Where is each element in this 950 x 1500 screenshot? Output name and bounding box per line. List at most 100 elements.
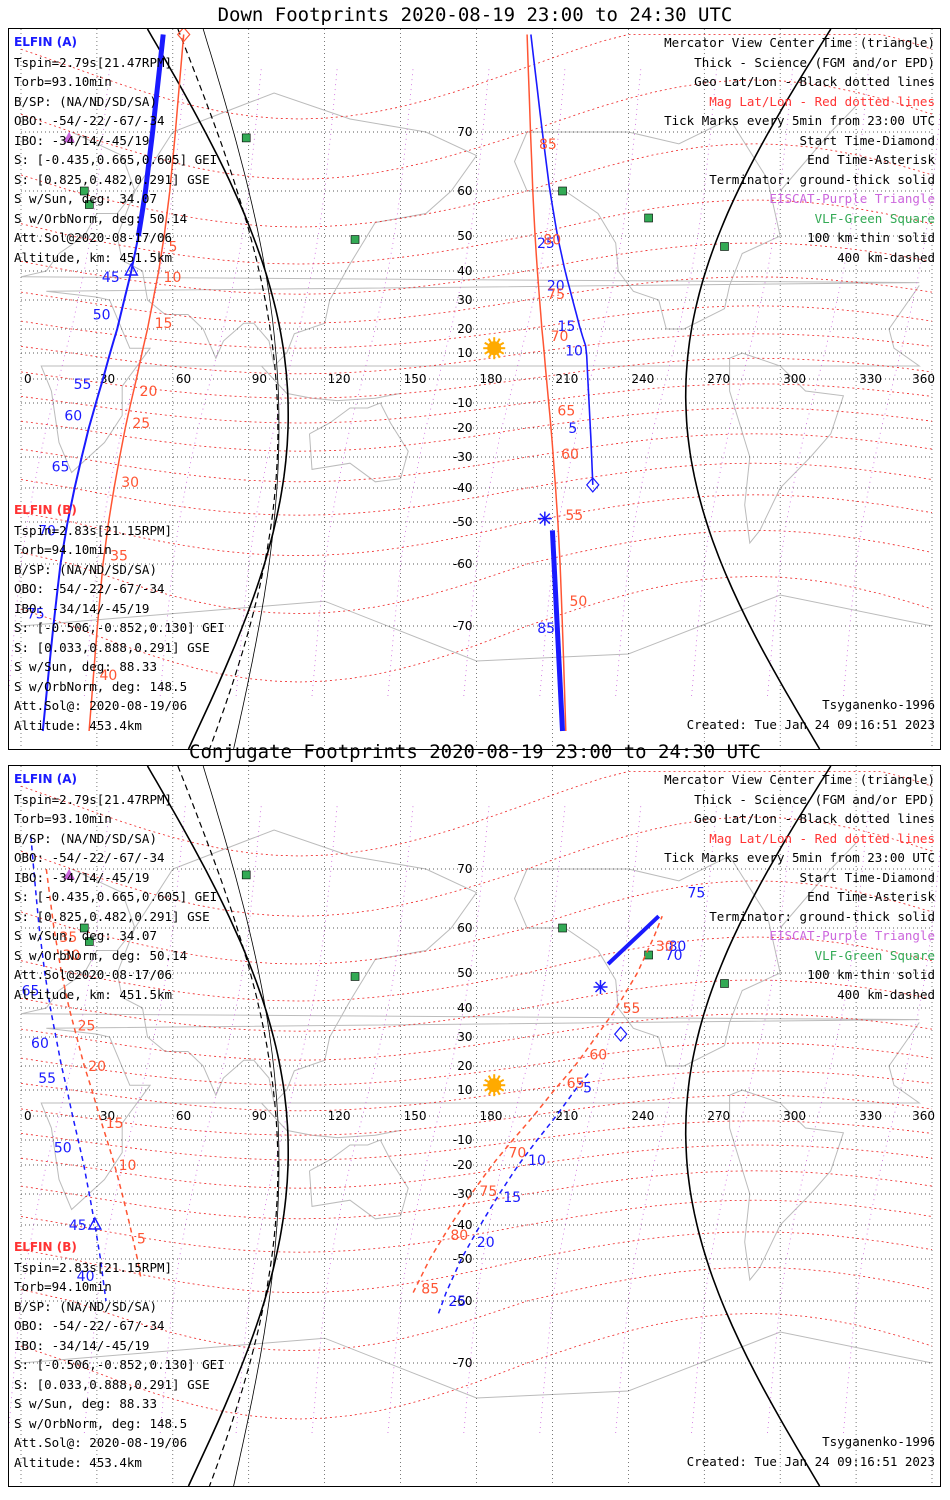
elfin-b-track xyxy=(88,34,185,732)
info-line: Geo Lat/Lon - Black dotted lines xyxy=(694,811,935,826)
info-line: Tspin=2.79s[21.47RPM] xyxy=(14,791,173,807)
info-line: Torb=94.10min xyxy=(14,542,112,557)
elfin-a-tick-label: 70 xyxy=(665,948,683,964)
elfin-b-tick-label: 10 xyxy=(164,270,182,286)
info-line: Att.Sol@: 2020-08-19/06 xyxy=(14,698,188,713)
info-line: S w/OrbNorm, deg: 148.5 xyxy=(14,678,188,694)
mag-lon-line xyxy=(311,66,414,697)
vlf-station-marker xyxy=(720,242,729,251)
info-line: S w/Sun, deg: 88.33 xyxy=(14,659,157,674)
mag-lon-line xyxy=(235,66,338,697)
mag-lon-line xyxy=(9,66,110,693)
info-line: Torb=93.10min xyxy=(14,74,112,89)
mag-lat-line xyxy=(20,771,933,857)
end-asterisk-icon xyxy=(537,511,552,526)
elfin-b-track-east xyxy=(526,34,567,732)
elfin-b-tick-label: 35 xyxy=(59,930,77,946)
lat-tick-label: -40 xyxy=(453,481,473,495)
elfin-a-tick-label: 10 xyxy=(528,1153,546,1169)
elfin-a-tick-label: 75 xyxy=(687,886,705,902)
elfin-b-tick-label: 75 xyxy=(547,287,565,303)
lon-tick-label: 210 xyxy=(555,1109,578,1123)
terminator-line xyxy=(684,766,832,1486)
terminator-line xyxy=(684,29,832,749)
coastline xyxy=(261,1102,401,1139)
elfin-a-science-segment xyxy=(549,530,565,732)
lon-tick-label: 120 xyxy=(328,372,351,386)
lat-tick-label: 50 xyxy=(457,966,472,980)
info-line: Geo Lat/Lon - Black dotted lines xyxy=(694,74,935,89)
mag-lat-line xyxy=(20,880,933,965)
elfin-a-tick-label: 80 xyxy=(668,939,686,955)
elfin-a-tick-label: 15 xyxy=(503,1190,521,1206)
mag-lon-line xyxy=(691,803,794,1434)
elfin-a-tick-label: 20 xyxy=(477,1235,495,1251)
info-line: OBO: -54/-22/-67/-34 xyxy=(14,581,165,596)
coastline xyxy=(729,1089,845,1282)
elfin-b-tick-label: 65 xyxy=(567,1076,585,1092)
info-line: S: [-0.506,-0.852,0.130] GEI xyxy=(14,620,225,635)
lon-tick-label: 360 xyxy=(912,1109,935,1123)
lon-tick-label: 150 xyxy=(404,372,427,386)
footprint-map-conjugate: 0 30 60 90 120 150 180 210 240 270 300 330 360 70 60 50… xyxy=(9,766,940,1486)
lat-tick-label: -10 xyxy=(453,396,473,410)
elfin-a-science-segment xyxy=(606,914,661,966)
sat-a-info: ELFIN (A) Tspin=2.79s[21.47RPM] Torb=93.10… xyxy=(14,33,217,267)
mag-lon-line xyxy=(463,803,566,1434)
info-line: ELFIN (B) xyxy=(14,503,77,517)
mag-lon-line xyxy=(311,803,414,1434)
info-line: 100 km-thin solid xyxy=(807,967,935,982)
mag-lat-line xyxy=(20,1231,933,1294)
sun-disc xyxy=(487,1078,502,1093)
elfin-a-tick-label: 20 xyxy=(547,279,565,295)
elfin-a-tick-label: 60 xyxy=(31,1036,49,1052)
footprint-map-down: 0 30 60 90 120 150 180 210 240 270 300 330 360 70 60 50… xyxy=(9,29,940,749)
elfin-a-tick-label: 5 xyxy=(568,421,577,437)
elfin-b-track xyxy=(45,868,142,1281)
lon-tick-label: 60 xyxy=(176,372,191,386)
coastline xyxy=(779,842,857,929)
vlf-station-marker xyxy=(720,979,729,988)
elfin-a-science-segment xyxy=(135,34,166,237)
info-line: S: [0.825,0.482,0.291] GSE xyxy=(14,171,210,187)
mag-lat-line xyxy=(20,575,933,683)
mag-lon-line xyxy=(843,110,940,697)
lon-tick-label: 60 xyxy=(176,1109,191,1123)
elfin-a-tick-label: 55 xyxy=(38,1071,56,1087)
lon-tick-label: 240 xyxy=(631,1109,654,1123)
info-line: B/SP: (NA/ND/SD/SA) xyxy=(14,93,157,109)
elfin-b-tick-label: 20 xyxy=(140,384,158,400)
terminator-line xyxy=(146,766,289,1486)
end-asterisk-icon xyxy=(593,980,608,994)
vlf-station-marker xyxy=(644,950,653,960)
mag-lon-line xyxy=(843,847,940,1434)
center-time-triangle-icon xyxy=(87,1216,103,1230)
lat-tick-label: -20 xyxy=(453,421,473,435)
info-line: Mercator View Center Time (triangle) xyxy=(664,772,935,787)
mag-lon-line xyxy=(767,803,870,1434)
info-line: Tick Marks every 5min from 23:00 UTC xyxy=(664,113,935,128)
mag-lat-line xyxy=(20,199,933,265)
lon-tick-label: 180 xyxy=(480,1109,503,1123)
elfin-a-tick-label: 45 xyxy=(102,270,120,286)
info-line: Tsyganenko-1996 xyxy=(822,1434,935,1449)
start-diamond-icon xyxy=(176,29,191,43)
lat-tick-label: 10 xyxy=(457,1083,472,1097)
model-credits: Tsyganenko-1996 Created: Tue Jan 24 09:16… xyxy=(687,1432,935,1471)
mag-lon-line xyxy=(387,803,490,1434)
elfin-b-tick-label: 70 xyxy=(508,1146,526,1162)
lat-tick-label: 10 xyxy=(457,346,472,360)
elfin-b-tick-label: 25 xyxy=(78,1018,96,1034)
info-line: OBO: -54/-22/-67/-34 xyxy=(14,113,165,128)
info-line: S w/Sun, deg: 34.07 xyxy=(14,928,157,943)
sun-icon xyxy=(483,337,506,360)
info-line: Altitude: 453.4km xyxy=(14,717,142,733)
vlf-station-marker xyxy=(558,186,567,196)
elfin-b-tick-label: 55 xyxy=(565,508,583,524)
info-line: 400 km-dashed xyxy=(837,986,935,1002)
lat-tick-label: -20 xyxy=(453,1158,473,1172)
info-line: S w/Sun, deg: 34.07 xyxy=(14,191,157,206)
lat-tick-label: 20 xyxy=(457,1059,472,1073)
terminator-100km-line xyxy=(202,29,280,749)
coastline xyxy=(261,365,401,402)
